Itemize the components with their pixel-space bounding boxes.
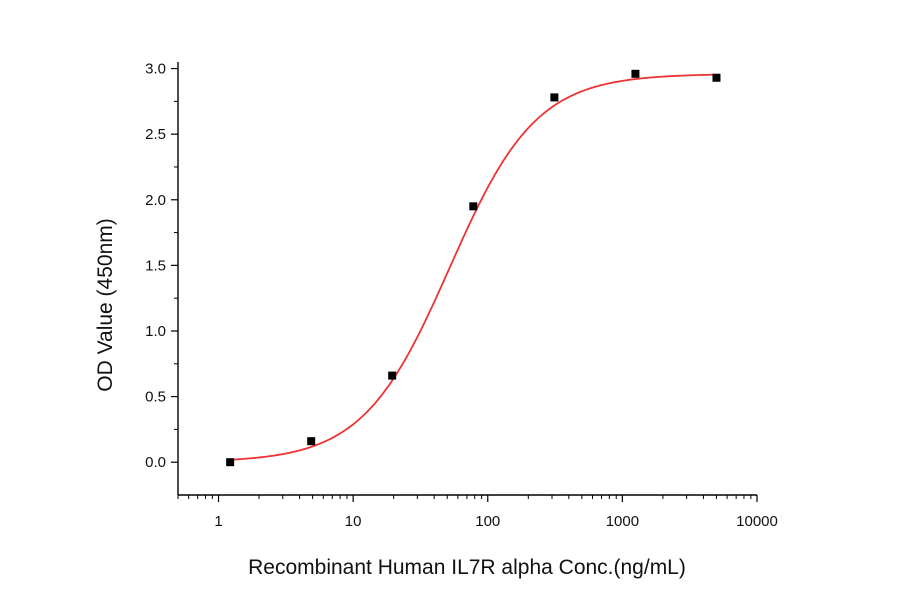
x-tick-label: 100: [475, 513, 500, 530]
data-point: [631, 69, 640, 78]
y-tick-label: 3.0: [145, 61, 166, 78]
data-point: [307, 437, 316, 446]
y-tick-label: 1.0: [145, 323, 166, 340]
data-point: [469, 202, 478, 211]
x-tick-label: 10: [345, 513, 362, 530]
y-tick-label: 2.0: [145, 192, 166, 209]
data-points: [226, 69, 721, 467]
x-tick-label: 1000: [606, 513, 639, 530]
fit-curve: [230, 73, 717, 461]
axes: [177, 62, 757, 496]
y-tick-label: 0.0: [145, 454, 166, 471]
x-tick-label: 1: [214, 513, 222, 530]
x-tick-label: 10000: [736, 513, 778, 530]
y-tick-label: 0.5: [145, 389, 166, 406]
y-tick-label: 1.5: [145, 257, 166, 274]
ticks: 0.0 0.5 1.0 1.5 2.0 2.5 3.0 1 10 100 1000 10000: [145, 61, 778, 530]
y-tick-label: 2.5: [145, 126, 166, 143]
y-axis-title: OD Value (450nm): [94, 218, 117, 392]
fit-curve-group: [230, 73, 717, 461]
data-point: [550, 93, 559, 102]
data-point: [388, 371, 397, 380]
data-point: [226, 458, 235, 467]
data-point: [712, 73, 721, 82]
x-axis-title: Recombinant Human IL7R alpha Conc.(ng/mL…: [248, 556, 686, 579]
